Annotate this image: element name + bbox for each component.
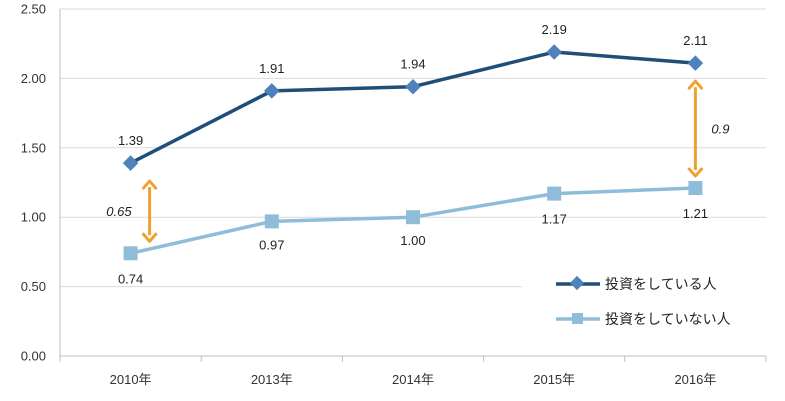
data-label: 1.94 [400, 57, 425, 72]
x-tick-label: 2010年 [110, 372, 152, 387]
y-tick-label: 1.50 [21, 140, 46, 155]
data-label: 1.91 [259, 61, 284, 76]
legend-marker-not-invested [572, 313, 583, 324]
data-label: 0.74 [118, 271, 143, 286]
legend: 投資をしている人 投資をしていない人 [522, 262, 766, 350]
legend-background [522, 262, 766, 350]
data-label: 2.11 [683, 33, 707, 48]
data-label: 1.39 [118, 133, 143, 148]
x-tick-label: 2013年 [251, 372, 293, 387]
y-tick-label: 2.00 [21, 71, 46, 86]
gap-label: 0.9 [711, 122, 729, 137]
data-label: 1.21 [683, 206, 708, 221]
legend-marker-invested [569, 275, 585, 291]
data-label: 2.19 [542, 22, 567, 37]
gap-arrow-head-bottom [687, 167, 704, 178]
x-tick-label: 2014年 [392, 372, 434, 387]
gap-arrow-head-top [687, 79, 704, 91]
data-point-marker [122, 155, 139, 171]
data-label: 1.17 [542, 212, 567, 227]
legend-label-invested: 投資をしている人 [605, 276, 717, 292]
gap-arrow-head-top [141, 179, 158, 191]
gap-arrow-head-bottom [141, 232, 158, 243]
x-axis: 2010年 2013年 2014年 2015年 2016年 [59, 355, 767, 387]
data-point-marker [264, 214, 279, 229]
legend-label-not-invested: 投資をしていない人 [605, 311, 731, 327]
data-point-marker [406, 210, 420, 225]
data-point-marker [547, 186, 562, 201]
data-point-marker [688, 181, 703, 196]
data-label: 0.97 [259, 237, 284, 252]
y-tick-label: 0.50 [21, 279, 46, 294]
series-group: 1.39 1.91 1.94 2.19 2.11 0.74 0.97 1.00 1.17 1.21 [118, 22, 708, 286]
x-tick-label: 2015年 [533, 372, 575, 387]
y-axis: 0.00 0.50 1.00 1.50 2.00 2.50 [21, 2, 46, 364]
gap-label: 0.65 [106, 204, 132, 219]
y-tick-label: 1.00 [21, 210, 46, 225]
y-tick-label: 2.50 [21, 2, 46, 17]
annotations: 0.65 0.9 [106, 79, 729, 243]
y-tick-label: 0.00 [21, 349, 46, 364]
data-label: 1.00 [400, 233, 425, 248]
x-tick-label: 2016年 [674, 372, 716, 387]
data-point-marker [123, 246, 138, 261]
